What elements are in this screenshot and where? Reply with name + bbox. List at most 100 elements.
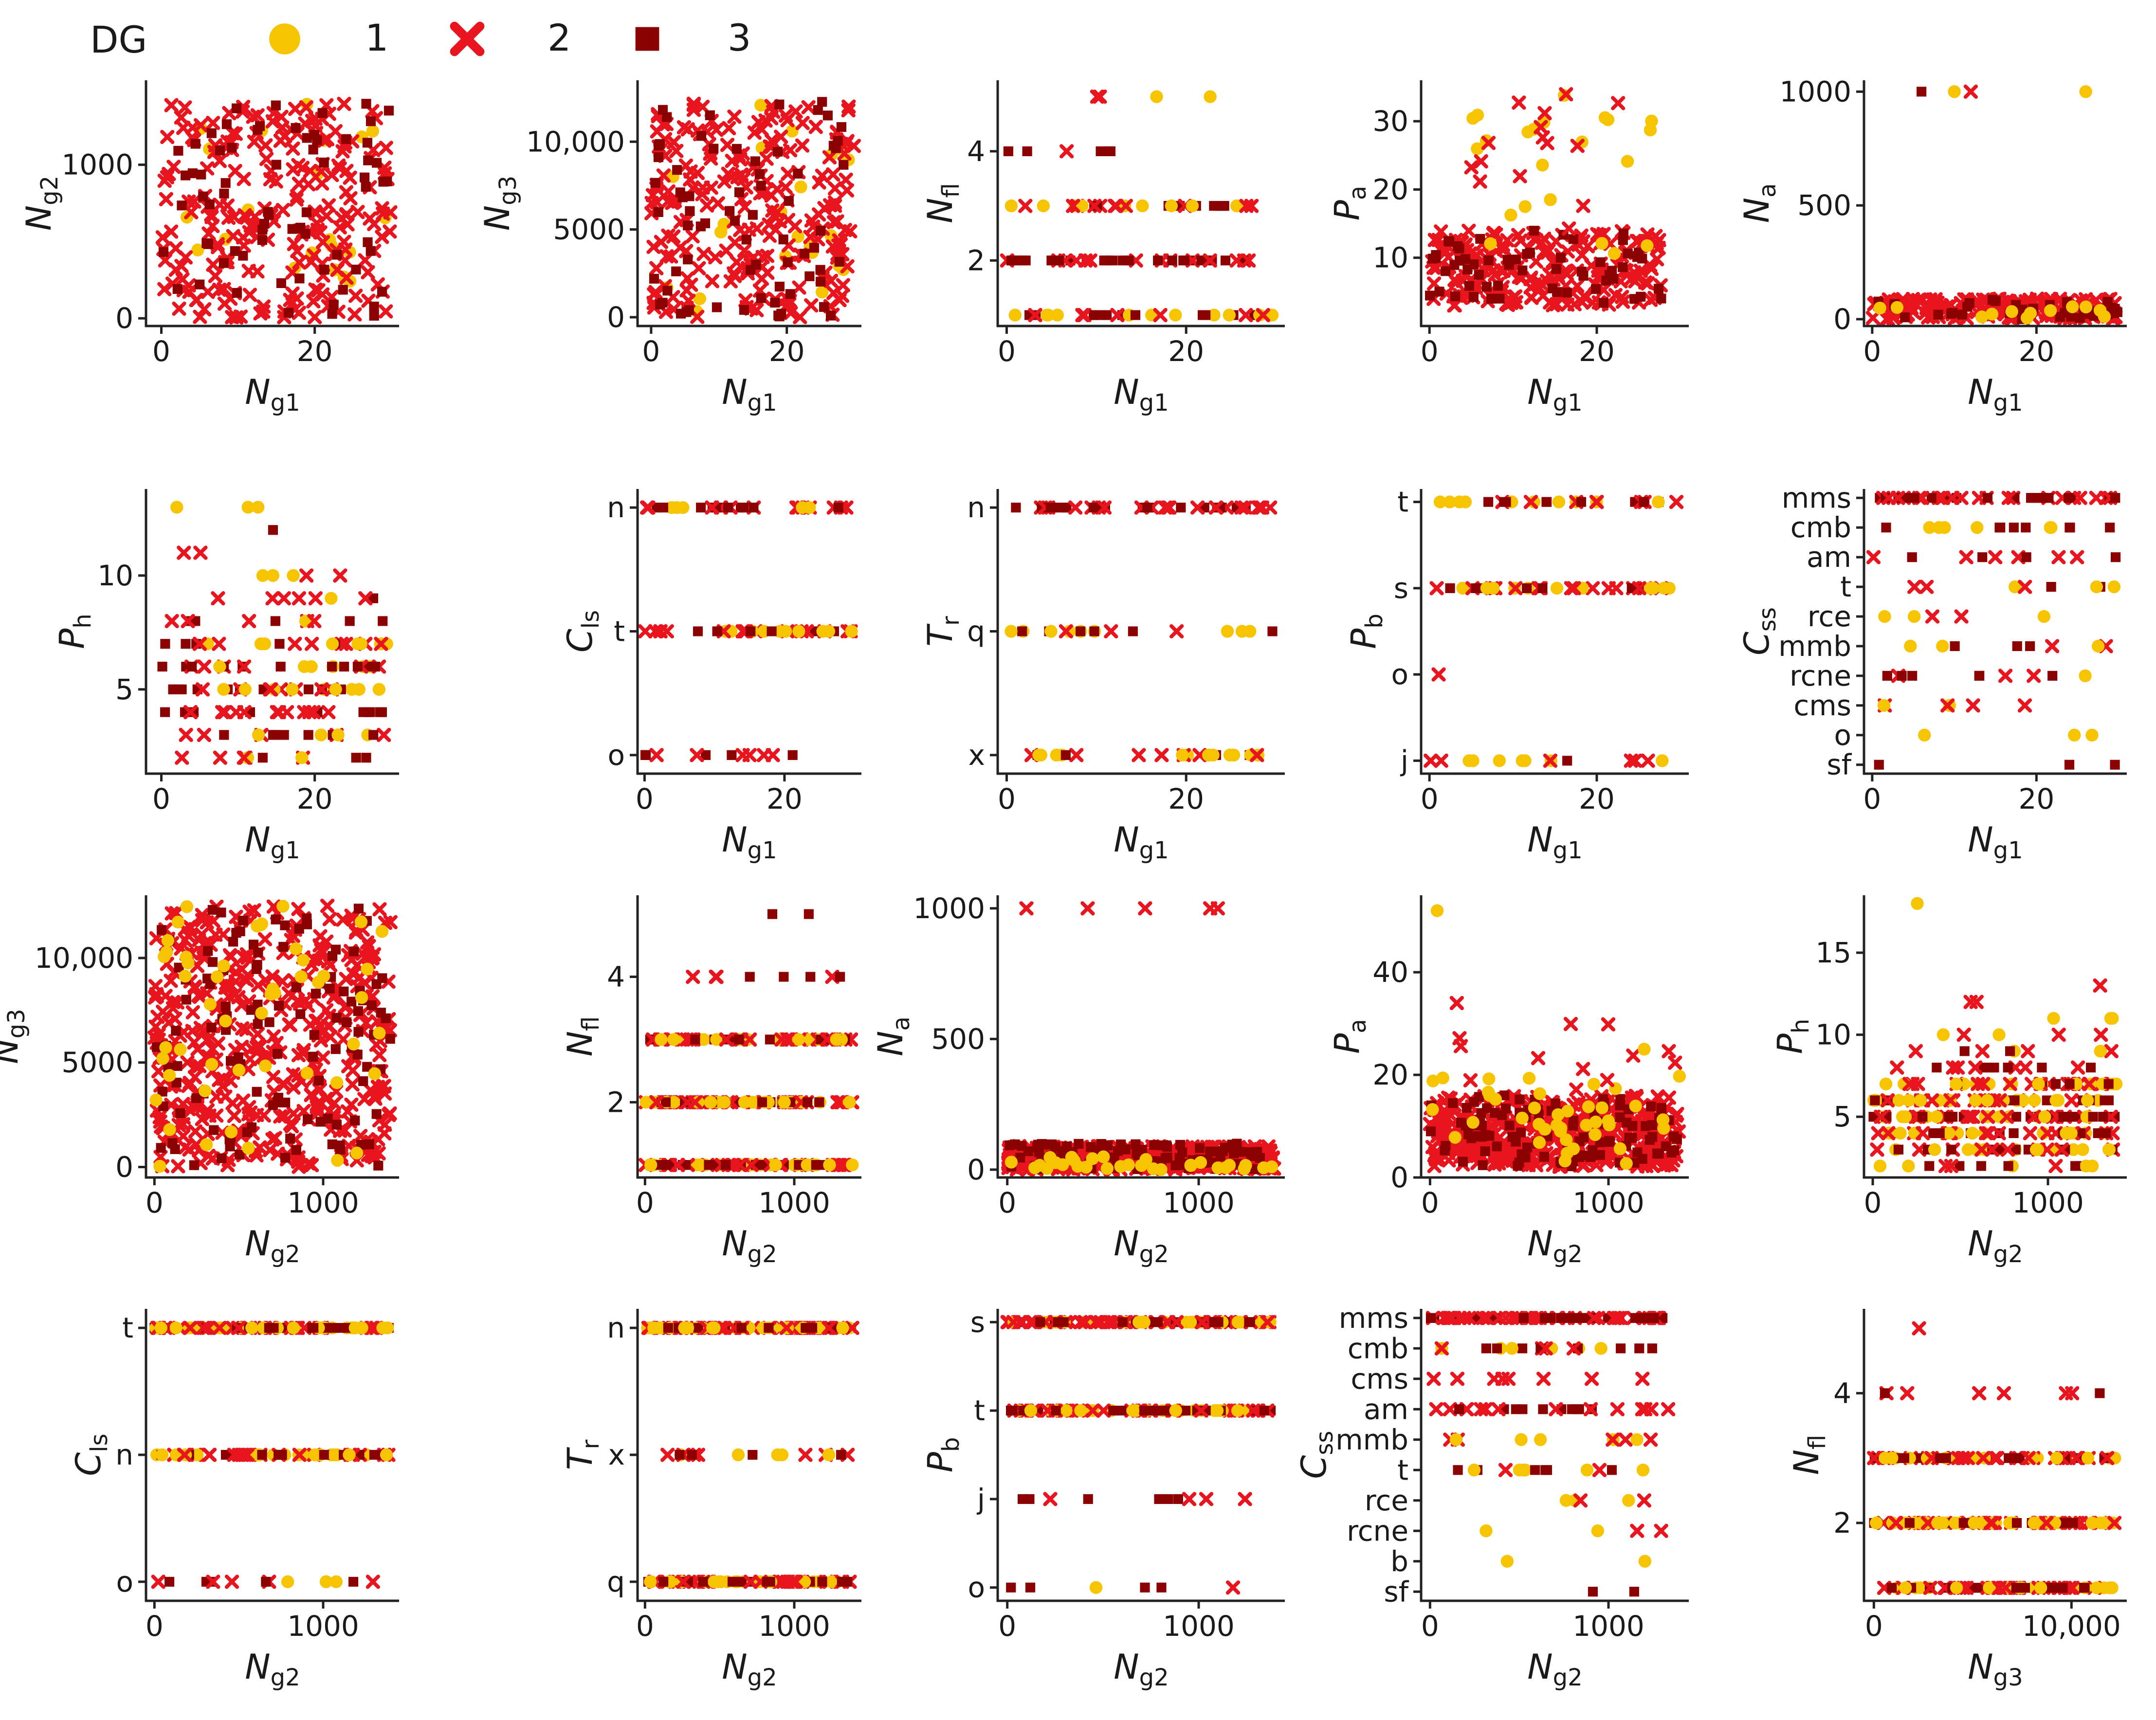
data-point [360,255,370,266]
data-point [1990,552,2001,562]
data-point [161,194,172,205]
data-point [328,1448,340,1461]
x-tick-label: 20 [1168,335,1204,368]
data-point [196,170,206,180]
data-point [292,1145,301,1155]
x-axis-label: Ng2 [1114,1224,1169,1268]
data-point [317,108,327,118]
data-point [363,138,372,147]
data-point [179,970,191,982]
data-point [1966,1127,1978,1140]
data-point [1992,1028,2005,1041]
data-point [2111,552,2120,562]
data-point [213,660,226,673]
x-axis-label: Ng2 [245,1224,300,1268]
data-point [208,259,219,270]
data-point [385,1034,395,1044]
data-point [826,311,836,321]
data-point [649,274,659,284]
data-point [1950,641,1960,651]
data-point [257,1450,267,1460]
data-point [806,300,817,311]
data-point [1483,497,1493,507]
data-point [1168,255,1177,265]
data-point [1950,1078,1962,1090]
data-point [2047,641,2058,652]
data-point [163,1123,176,1136]
data-point [1531,256,1542,267]
x-axis-label: Ng1 [1968,372,2023,416]
data-point [800,249,809,258]
data-point [238,916,248,925]
data-point [338,285,348,294]
data-point [233,1064,245,1076]
data-point [1118,255,1128,265]
data-point [166,616,177,627]
data-point [204,1449,215,1460]
points [1425,89,1666,311]
data-point [369,311,379,321]
data-point [1223,308,1236,321]
data-point [1670,1057,1681,1068]
data-point [718,1096,731,1108]
data-point [1523,1072,1535,1085]
data-point [1611,583,1622,594]
data-point [153,1066,164,1077]
data-point [208,957,218,967]
data-point [651,263,662,273]
data-point [845,625,858,637]
data-point [160,707,170,717]
data-point [775,282,785,291]
data-point [307,638,317,649]
data-point [275,135,286,146]
data-point [1615,1101,1625,1110]
data-point [171,1026,181,1035]
data-point [730,216,740,226]
data-point [734,187,744,197]
y-tick-label: 5000 [553,213,625,246]
data-point [1156,750,1167,760]
data-point [2058,1112,2068,1122]
data-point [203,239,213,249]
data-point [1937,1028,1950,1041]
data-point [189,1160,199,1170]
data-point [1633,251,1643,261]
data-point [1539,1152,1549,1161]
data-point [304,730,313,740]
data-point [256,569,269,582]
data-point [173,1161,183,1172]
y-axis-label: Ng3 [477,176,522,231]
data-point [708,1322,720,1334]
y-axis-label: Css [1737,607,1781,655]
data-point [323,707,334,718]
data-point [734,1034,744,1044]
x-tick-label: 1000 [1163,1186,1235,1219]
data-point [1576,497,1586,507]
data-point [1239,1159,1252,1172]
data-point [655,1033,667,1046]
data-point [1671,497,1682,507]
data-point [353,662,363,671]
data-point [187,1007,198,1018]
data-point [1562,288,1572,297]
data-point [737,750,748,760]
data-point [1639,497,1648,507]
data-point [2050,1161,2061,1172]
data-point [219,258,229,268]
data-point [1629,294,1639,304]
y-axis-label: Cls [560,610,604,652]
data-point [835,257,844,267]
data-point [1878,610,1891,623]
data-point [2046,582,2056,592]
data-point [294,924,304,934]
data-point [1552,264,1561,274]
data-point [225,1125,238,1138]
data-point [271,101,281,110]
data-point [1628,1050,1639,1061]
data-point [314,1076,324,1086]
data-point [284,308,293,318]
